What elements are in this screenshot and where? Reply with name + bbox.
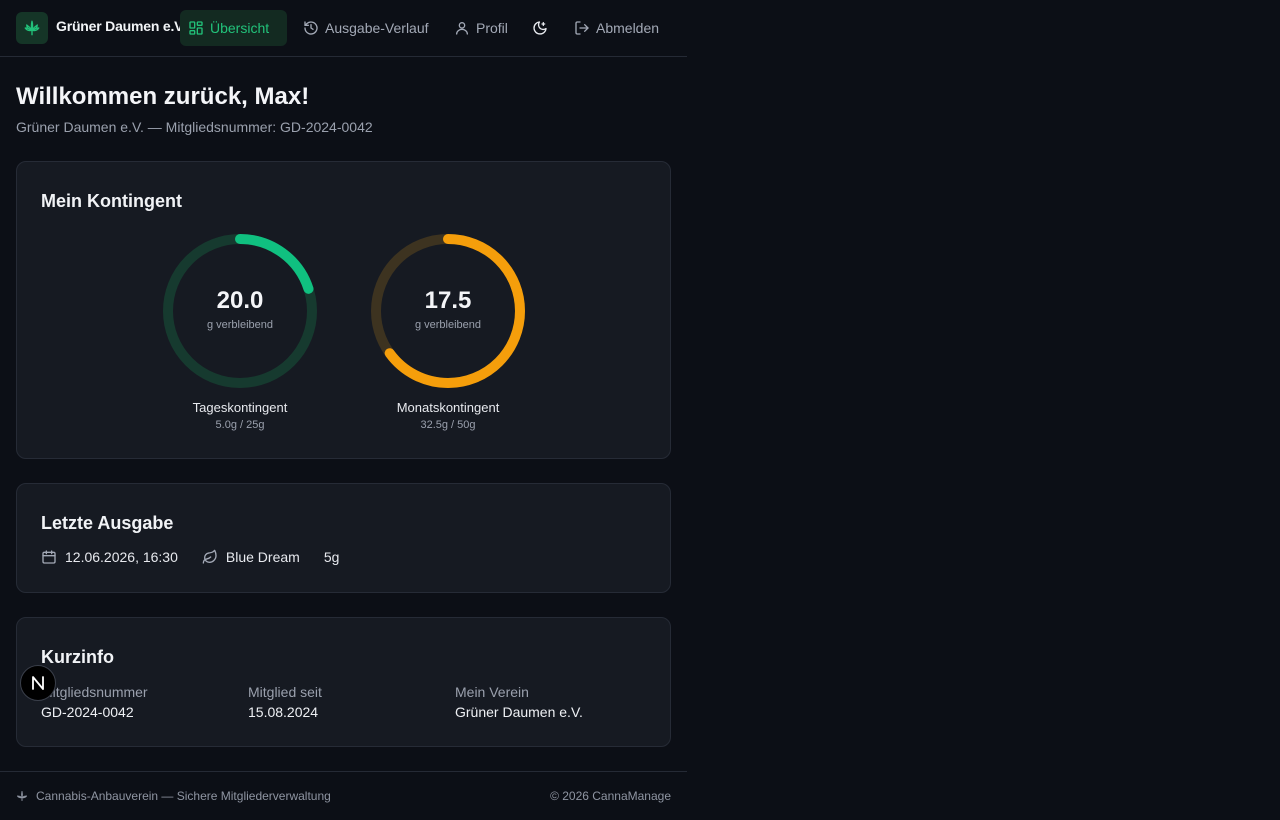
history-icon: [304, 21, 318, 35]
nav-profile-label: Profil: [476, 20, 508, 36]
nav-overview[interactable]: Übersicht: [180, 10, 287, 46]
footer: Cannabis-Anbauverein — Sichere Mitgliede…: [0, 771, 687, 820]
theme-toggle-button[interactable]: [522, 10, 558, 46]
footer-left: Cannabis-Anbauverein — Sichere Mitgliede…: [16, 789, 331, 803]
monthly-remaining-unit: g verbleibend: [414, 319, 482, 331]
info-member-number: Mitgliedsnummer GD-2024-0042: [41, 684, 148, 720]
footer-copyright: © 2026 CannaManage: [550, 789, 671, 803]
member-number-label: Mitgliedsnummer: [41, 684, 148, 700]
info-card-title: Kurzinfo: [41, 647, 114, 667]
info-card: Kurzinfo Mitgliedsnummer GD-2024-0042 Mi…: [16, 617, 671, 747]
dashboard-icon: [189, 21, 203, 35]
info-member-since: Mitglied seit 15.08.2024: [248, 684, 322, 720]
leaf-small-icon: [17, 791, 27, 801]
quota-card-title: Mein Kontingent: [41, 191, 182, 211]
monthly-quota-label: Monatskontingent: [396, 400, 500, 415]
n-logo-icon: [32, 676, 44, 690]
club-value: Grüner Daumen e.V.: [455, 704, 583, 720]
nav-profile[interactable]: Profil: [446, 10, 516, 46]
moon-icon: [533, 21, 547, 35]
top-navigation: Grüner Daumen e.V. Übersicht Ausgabe-Ver…: [0, 0, 687, 57]
nav-history-label: Ausgabe-Verlauf: [325, 20, 429, 36]
daily-quota-label: Tageskontingent: [192, 400, 288, 415]
user-icon: [456, 22, 468, 35]
nav-logout[interactable]: Abmelden: [566, 10, 667, 46]
monthly-quota-detail: 32.5g / 50g: [420, 419, 476, 431]
last-dispense-card: Letzte Ausgabe 12.06.2026, 16:30 Blue Dr…: [16, 483, 671, 593]
info-club: Mein Verein Grüner Daumen e.V.: [455, 684, 583, 720]
daily-remaining-value: 20.0: [216, 287, 264, 314]
logo[interactable]: [16, 12, 48, 44]
member-since-label: Mitglied seit: [248, 684, 322, 700]
daily-remaining-unit: g verbleibend: [206, 319, 274, 331]
leaf-icon: [202, 549, 217, 564]
last-dispense-strain: Blue Dream: [225, 549, 300, 565]
logout-icon: [575, 21, 589, 35]
monthly-remaining-value: 17.5: [424, 287, 472, 314]
member-number-value: GD-2024-0042: [41, 704, 134, 720]
nav-history[interactable]: Ausgabe-Verlauf: [295, 10, 437, 46]
nav-logout-label: Abmelden: [596, 20, 660, 36]
nav-overview-label: Übersicht: [210, 20, 270, 36]
footer-tagline: Cannabis-Anbauverein — Sichere Mitgliede…: [36, 789, 331, 803]
quota-card: Mein Kontingent 20.0 g verbleibend Tages…: [16, 161, 671, 459]
app-root: Grüner Daumen e.V. Übersicht Ausgabe-Ver…: [0, 0, 687, 820]
page-title: Willkommen zurück, Max!: [16, 83, 310, 110]
last-dispense-amount: 5g: [323, 549, 340, 565]
calendar-icon: [42, 550, 56, 564]
daily-quota-gauge: 20.0 g verbleibend Tageskontingent 5.0g …: [160, 231, 320, 441]
last-dispense-details: 12.06.2026, 16:30 Blue Dream 5g: [41, 549, 363, 565]
monthly-quota-ring: [371, 234, 525, 388]
last-dispense-date: 12.06.2026, 16:30: [65, 549, 178, 565]
last-dispense-title: Letzte Ausgabe: [41, 513, 174, 533]
page-subtitle: Grüner Daumen e.V. — Mitgliedsnummer: GD…: [16, 119, 373, 135]
daily-quota-detail: 5.0g / 25g: [215, 419, 265, 431]
last-dispense-amount-item: 5g: [324, 549, 340, 565]
club-label: Mein Verein: [455, 684, 529, 700]
brand-name[interactable]: Grüner Daumen e.V.: [56, 18, 186, 34]
leaf-logo-icon: [24, 20, 40, 36]
monthly-quota-gauge: 17.5 g verbleibend Monatskontingent 32.5…: [368, 231, 528, 441]
last-dispense-date-item: 12.06.2026, 16:30: [41, 549, 178, 565]
devtools-badge-button[interactable]: [20, 665, 56, 701]
last-dispense-strain-item: Blue Dream: [202, 549, 300, 565]
member-since-value: 15.08.2024: [248, 704, 319, 720]
daily-quota-ring: [163, 234, 317, 388]
